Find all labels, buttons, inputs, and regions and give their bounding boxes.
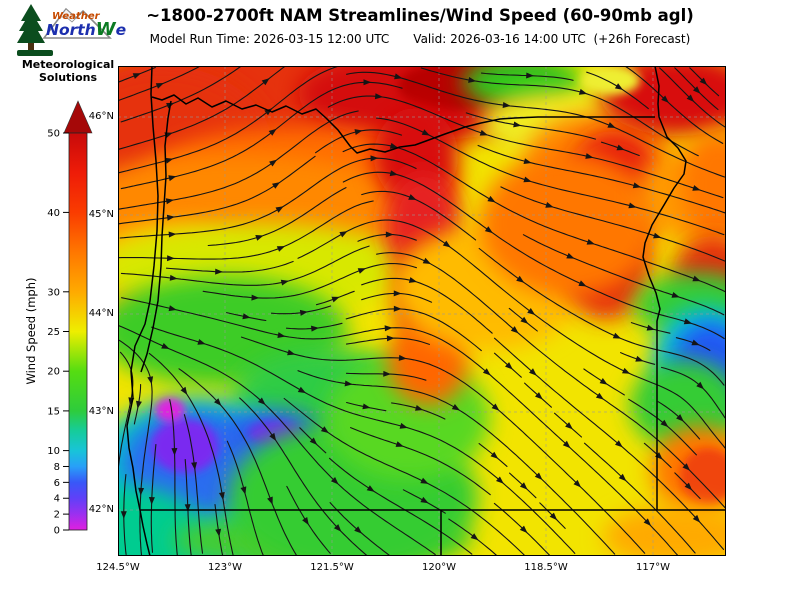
colorbar-tick-label: 4 [54,494,60,505]
lon-tick-label: 120°W [422,562,456,573]
model-run-time: Model Run Time: 2026-03-15 12:00 UTC [149,32,390,46]
colorbar-axis-label: Wind Speed (mph) [24,277,38,384]
logo-banner [17,50,53,56]
logo: Weather NorthWest [14,2,126,58]
colorbar-tick-label: 50 [47,129,60,140]
logo-text-small: Weather [52,11,101,22]
colorbar-tick-label: 20 [47,367,60,378]
lat-tick-label: 44°N [88,308,114,319]
logo-tagline: Meteorological Solutions [6,58,130,84]
valid-time: Valid: 2026-03-16 14:00 UTC (+26h Foreca… [413,32,691,46]
lat-tick-label: 45°N [88,209,114,220]
colorbar: 0 2 4 6 8 10 15 20 25 30 40 50 Wind Speed (mph) [22,96,122,556]
colorbar-svg: 0 2 4 6 8 10 15 20 25 30 40 50 Wind Speed (mph) [24,100,93,537]
colorbar-tick-label: 30 [47,287,60,298]
tagline-line1: Meteorological [21,58,115,71]
lat-tick-label: 46°N [88,111,114,122]
lon-tick-label: 121.5°W [310,562,354,573]
colorbar-tick-label: 25 [47,327,60,338]
colorbar-tick-label: 6 [54,478,60,489]
mountain-snow-icon [59,8,77,23]
pine-tree-icon [17,4,45,50]
colorbar-tick-label: 0 [54,526,60,537]
tagline-line2: Solutions [38,71,98,84]
colorbar-gradient-bar [68,132,88,531]
state-borders [126,66,726,556]
lat-tick-label: 43°N [88,406,114,417]
lon-tick-label: 117°W [636,562,670,573]
colorbar-tick-label: 2 [54,510,60,521]
colorbar-tick-label: 10 [47,446,60,457]
map-frame [118,66,726,556]
title-block: ~1800-2700ft NAM Streamlines/Wind Speed … [120,6,720,46]
lat-tick-label: 42°N [88,504,114,515]
lon-tick-label: 123°W [208,562,242,573]
logo-graphic: Weather NorthWest [17,4,126,56]
map-svg [118,66,726,556]
colorbar-tick-label: 40 [47,208,60,219]
colorbar-tick-label: 8 [54,462,60,473]
page-title: ~1800-2700ft NAM Streamlines/Wind Speed … [146,6,694,25]
lon-tick-label: 118.5°W [524,562,568,573]
streamline-map [118,66,726,556]
colorbar-tick-label: 15 [47,406,60,417]
logo-text-main: NorthWest [46,19,126,40]
lon-tick-label: 124.5°W [96,562,140,573]
subtitle: Model Run Time: 2026-03-15 12:00 UTC Vali… [120,32,720,46]
